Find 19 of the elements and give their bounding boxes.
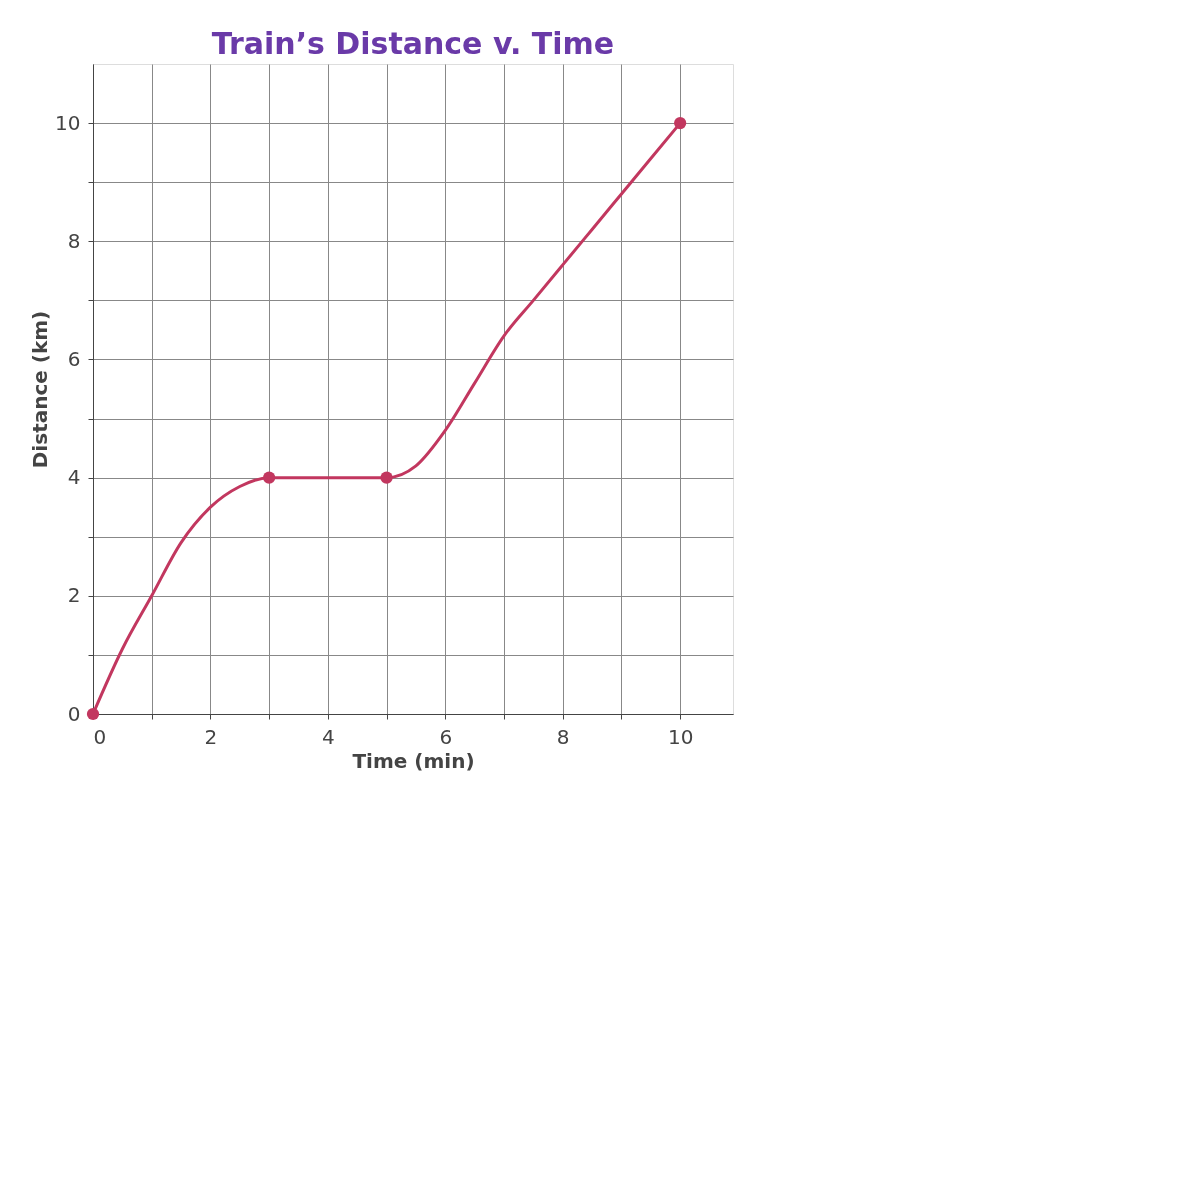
x-axis-title: Time (min) [352, 748, 475, 773]
x-tick-label: 10 [667, 724, 694, 749]
x-tick-label: 0 [93, 724, 107, 749]
y-tick-label: 10 [55, 110, 81, 135]
point [86, 707, 100, 721]
y-tick-label: 8 [67, 228, 81, 253]
point [674, 116, 687, 130]
y-tick-label: 0 [67, 701, 81, 726]
x-tick-label: 6 [439, 724, 453, 749]
point [263, 471, 276, 484]
chart-title: Train’s Distance v. Time [211, 26, 615, 61]
point [380, 471, 393, 484]
y-tick-label: 4 [67, 465, 81, 490]
x-tick-label: 4 [322, 724, 335, 749]
y-tick-label: 2 [67, 583, 81, 608]
y-tick-label: 6 [67, 346, 81, 371]
x-tick-label: 2 [204, 724, 218, 749]
x-tick-label: 8 [556, 724, 570, 749]
y-axis-title: Distance (km) [28, 310, 53, 469]
